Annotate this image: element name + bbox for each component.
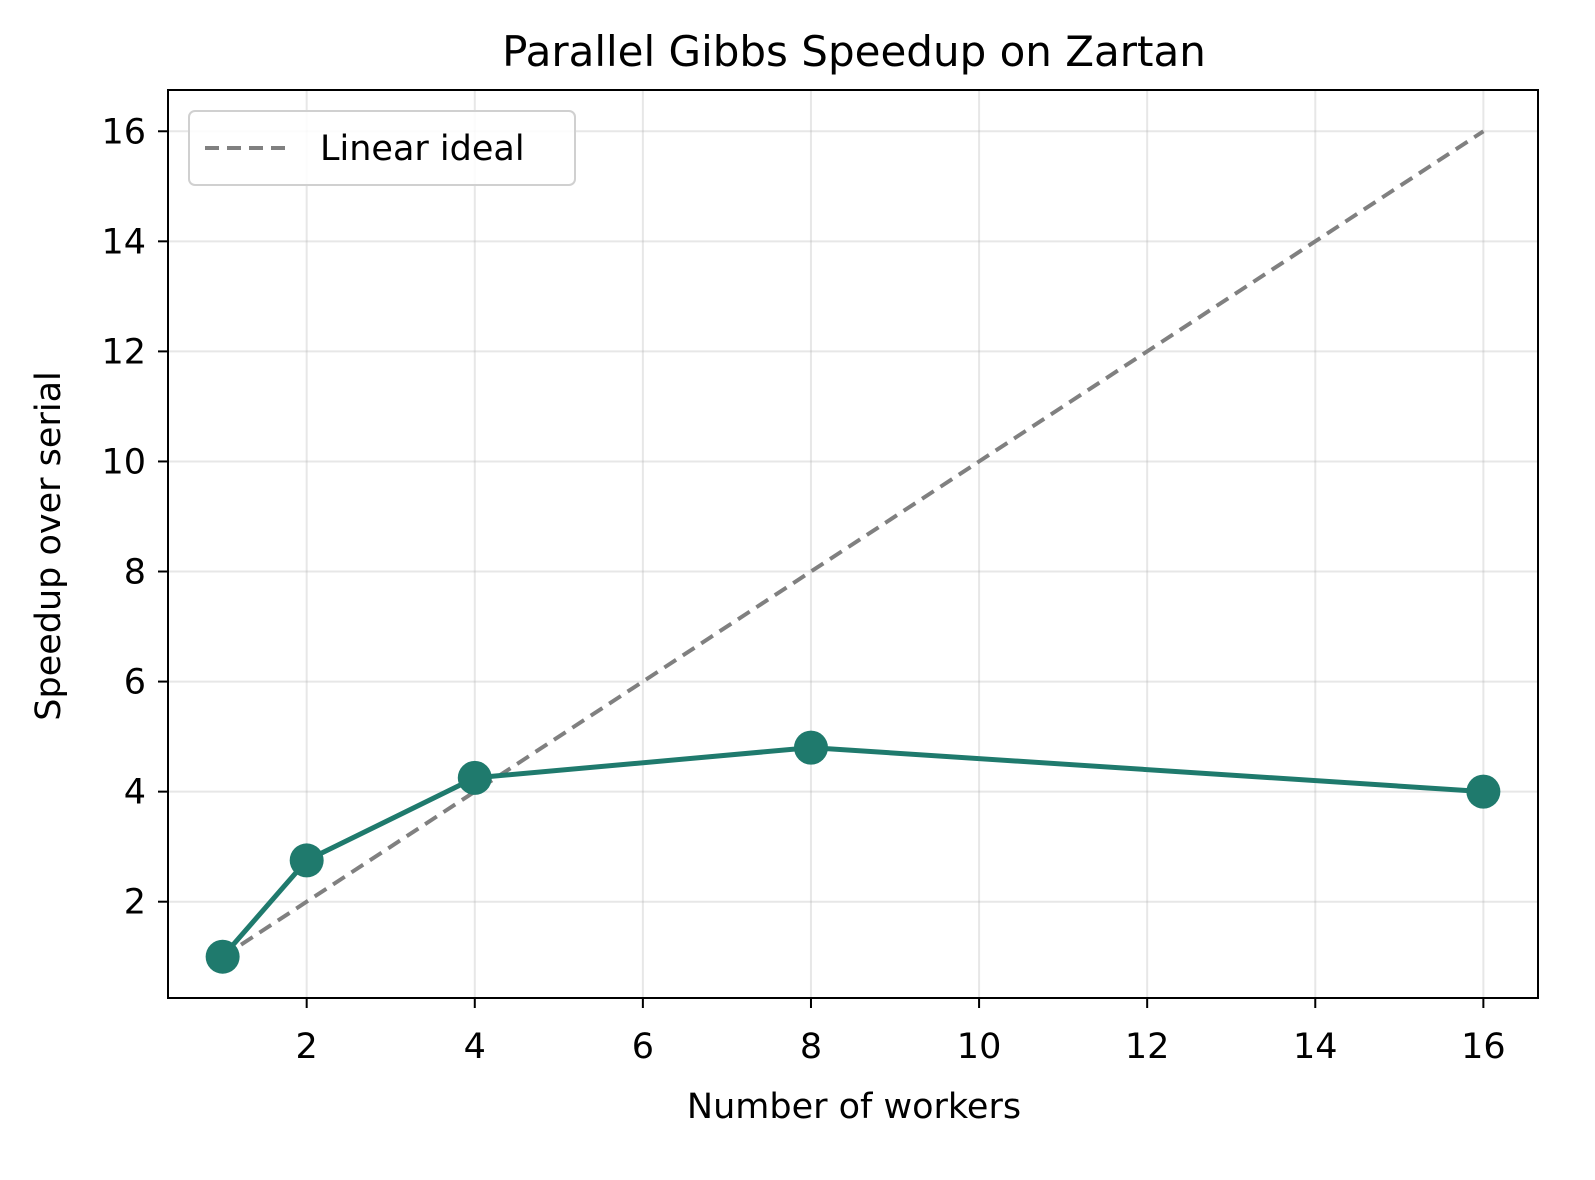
x-tick-label: 2: [296, 1027, 318, 1067]
y-axis-label: Speedup over serial: [29, 371, 69, 720]
axis-ticks: 2 4 6 8 10 12 14 16 2 4 6 8 10 12 14 16: [101, 112, 1505, 1067]
y-tick-label: 14: [101, 222, 146, 262]
x-tick-label: 8: [800, 1027, 822, 1067]
legend-label-linear-ideal: Linear ideal: [320, 129, 525, 169]
legend-box: [188, 110, 576, 186]
data-point: [289, 843, 324, 878]
data-point: [793, 730, 828, 765]
x-tick-label: 14: [1293, 1027, 1338, 1067]
linear-ideal-line: [221, 129, 1485, 959]
series-layer: [205, 129, 1501, 974]
plot-frame: [167, 89, 1539, 999]
y-tick-label: 2: [124, 883, 146, 923]
data-point: [205, 939, 240, 974]
y-tick-label: 6: [124, 663, 146, 703]
y-tick-label: 10: [101, 442, 146, 482]
x-axis-label: Number of workers: [687, 1087, 1021, 1127]
y-tick-label: 4: [124, 773, 146, 813]
legend: Linear ideal: [188, 110, 576, 186]
x-tick-label: 4: [464, 1027, 486, 1067]
y-tick-label: 12: [101, 332, 146, 372]
y-tick-label: 8: [124, 553, 146, 593]
data-point: [1466, 774, 1501, 809]
chart-title: Parallel Gibbs Speedup on Zartan: [502, 27, 1206, 76]
data-point: [457, 760, 492, 795]
x-tick-label: 16: [1461, 1027, 1506, 1067]
grid: [168, 90, 1538, 998]
x-tick-label: 10: [957, 1027, 1002, 1067]
x-tick-label: 6: [632, 1027, 654, 1067]
x-tick-label: 12: [1125, 1027, 1170, 1067]
y-tick-label: 16: [101, 112, 146, 152]
